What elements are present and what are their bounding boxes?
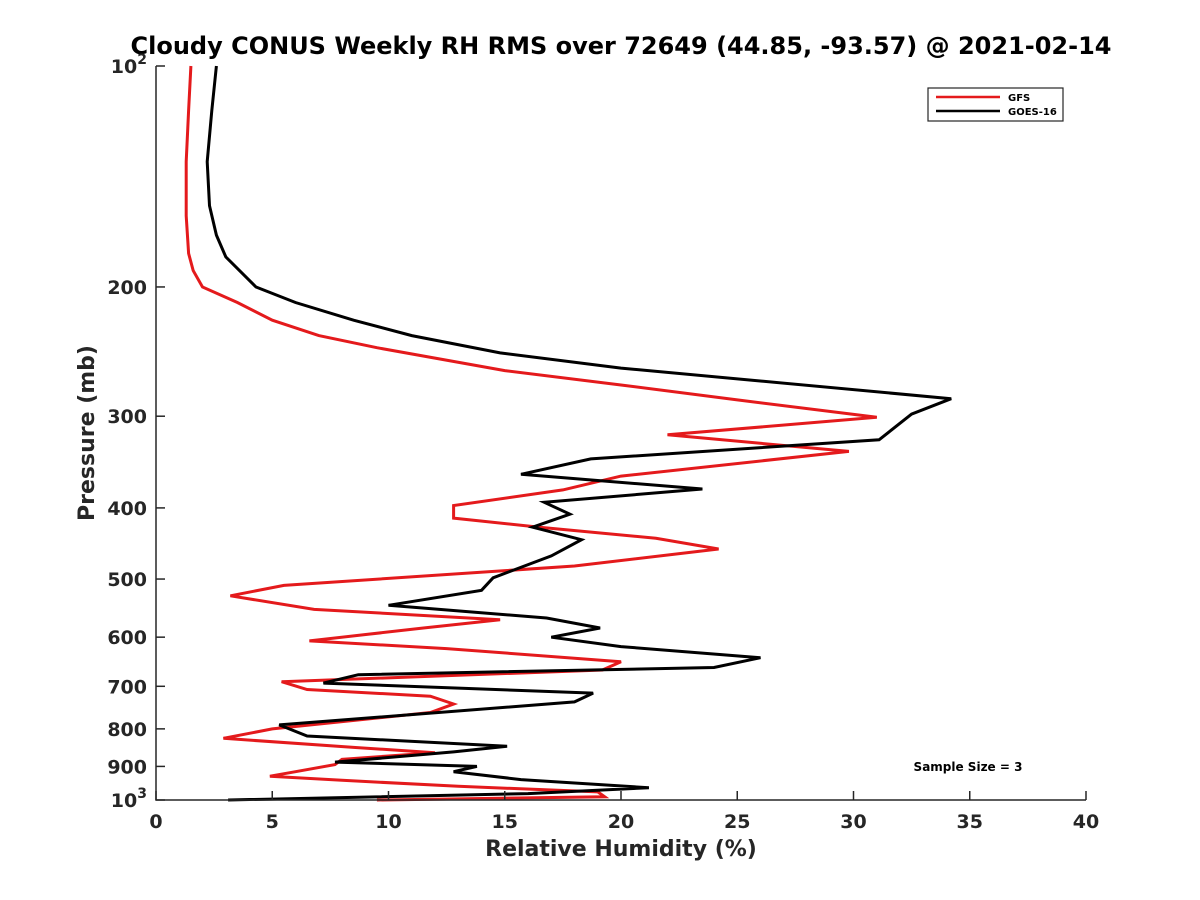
- x-tick-label: 15: [492, 811, 518, 833]
- x-tick-label: 20: [608, 811, 634, 833]
- series-layer: [184, 65, 952, 802]
- sample-size-annotation: Sample Size = 3: [914, 760, 1023, 774]
- x-tick-label: 40: [1073, 811, 1099, 833]
- legend-label-goes16: GOES-16: [1008, 107, 1057, 118]
- x-tick-label: 30: [840, 811, 866, 833]
- chart-title: Cloudy CONUS Weekly RH RMS over 72649 (4…: [131, 32, 1112, 60]
- series-line-goes16: [205, 65, 952, 802]
- y-tick-label: 800: [107, 719, 147, 741]
- y-tick-label: 300: [107, 406, 147, 428]
- y-tick-label: 900: [107, 756, 147, 778]
- x-tick-label: 0: [149, 811, 162, 833]
- y-tick-label: 200: [107, 277, 147, 299]
- x-tick-label: 35: [957, 811, 983, 833]
- legend-label-gfs: GFS: [1008, 93, 1030, 104]
- legend-box: [927, 87, 1064, 122]
- y-tick-label: 700: [107, 676, 147, 698]
- y-axis-label: Pressure (mb): [75, 345, 100, 521]
- x-tick-label: 10: [375, 811, 401, 833]
- x-axis: 0 5 10 15 20 25 30 35 40: [149, 791, 1099, 833]
- y-tick-label: 600: [107, 627, 147, 649]
- legend: GFS GOES-16: [927, 87, 1064, 122]
- x-tick-label: 5: [266, 811, 279, 833]
- x-axis-label: Relative Humidity (%): [485, 837, 757, 862]
- y-tick-label: 500: [107, 569, 147, 591]
- plot-area: 0 5 10 15 20 25 30 35 40 10220030040050060070080…: [107, 52, 1099, 833]
- y-tick-label: 400: [107, 498, 147, 520]
- x-tick-label: 25: [724, 811, 750, 833]
